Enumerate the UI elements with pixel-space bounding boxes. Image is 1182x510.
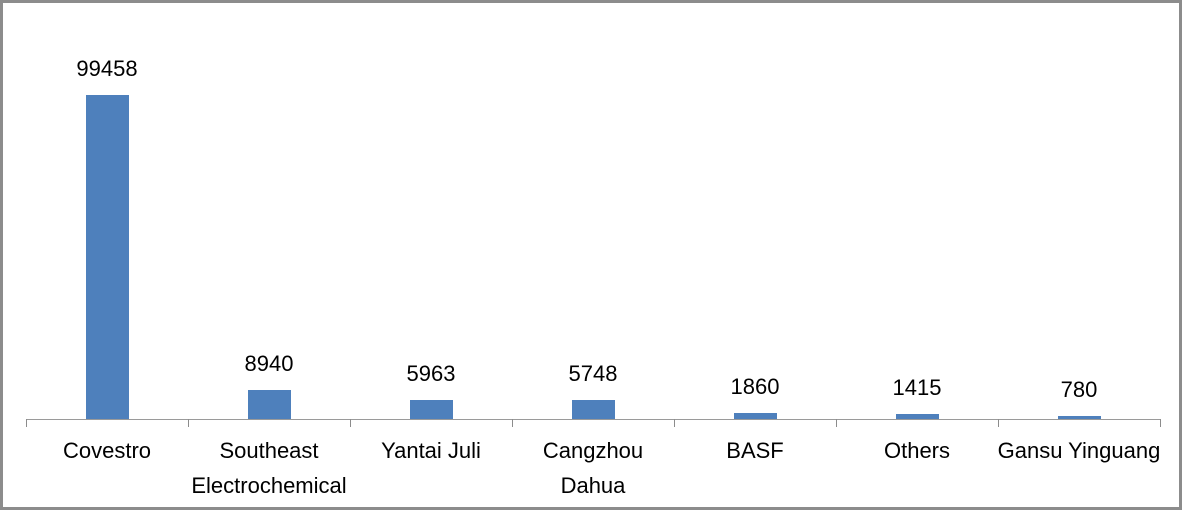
plot-area: 99458 Covestro 8940 Southeast Electrochemic…	[3, 3, 1179, 507]
x-axis-line	[26, 419, 1161, 420]
bar	[410, 400, 453, 419]
bar	[896, 414, 939, 419]
x-axis-tick	[674, 419, 675, 427]
bar-value-label: 1860	[730, 374, 780, 399]
x-axis-tick	[26, 419, 27, 427]
bar-value-label: 1415	[892, 375, 942, 400]
category-label: Others	[883, 438, 951, 463]
bar-value-label: 99458	[76, 56, 138, 81]
bar	[572, 400, 615, 419]
bar	[1058, 416, 1101, 419]
bar	[86, 95, 129, 419]
bar-value-label: 8940	[244, 351, 294, 376]
x-axis-tick	[350, 419, 351, 427]
category-label: Gansu Yinguang	[997, 438, 1161, 463]
category-label: BASF	[726, 438, 784, 463]
bar	[248, 390, 291, 419]
category-label: Southeast Electrochemical	[191, 438, 347, 498]
category-label: Covestro	[62, 438, 152, 463]
x-axis-tick	[512, 419, 513, 427]
x-axis-tick	[188, 419, 189, 427]
x-axis-tick	[998, 419, 999, 427]
bar	[734, 413, 777, 419]
category-label: Cangzhou Dahua	[542, 438, 644, 498]
bar-value-label: 5963	[406, 361, 456, 386]
bar-value-label: 780	[1060, 377, 1098, 402]
category-label: Yantai Juli	[381, 438, 481, 463]
bar-value-label: 5748	[568, 361, 618, 386]
x-axis-tick	[836, 419, 837, 427]
x-axis-tick	[1160, 419, 1161, 427]
